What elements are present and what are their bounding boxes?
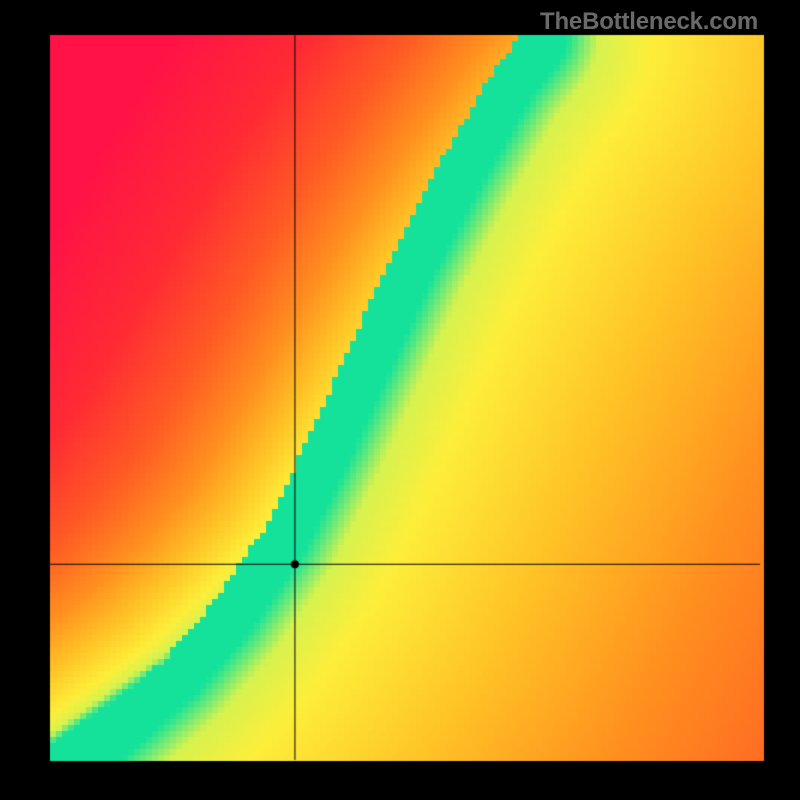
chart-container: TheBottleneck.com	[0, 0, 800, 800]
crosshair-overlay	[0, 0, 800, 800]
watermark-text: TheBottleneck.com	[540, 8, 758, 36]
